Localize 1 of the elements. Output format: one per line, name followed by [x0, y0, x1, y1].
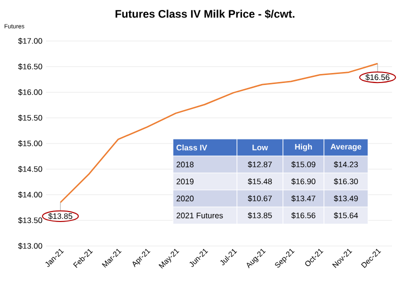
chart-title: Futures Class IV Milk Price - $/cwt.	[116, 10, 294, 18]
